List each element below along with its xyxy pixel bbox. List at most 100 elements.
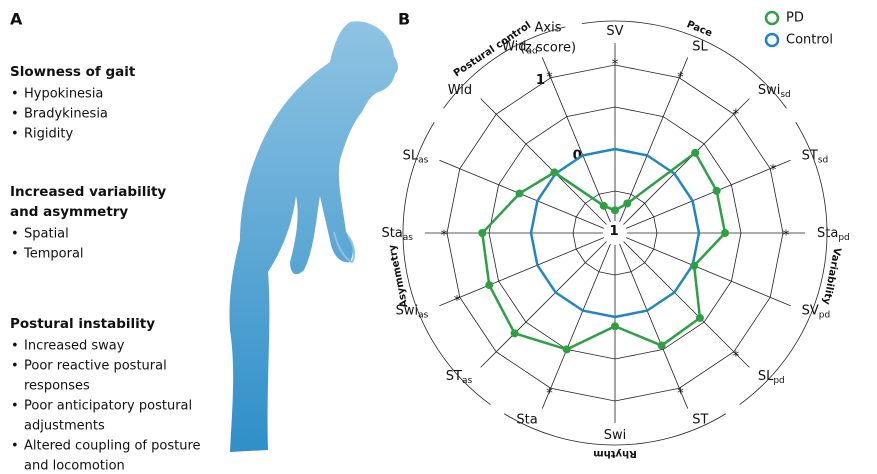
data-point	[712, 186, 721, 195]
data-point	[623, 199, 632, 208]
axis-name: ST	[446, 368, 462, 383]
legend-swatch	[764, 10, 780, 26]
axis-name: ST	[802, 148, 818, 163]
axis-sub: pd	[838, 233, 849, 243]
axis-line	[439, 237, 605, 307]
bullet-text: Poor anticipatory postural	[24, 399, 192, 414]
bullet-text: adjustments	[24, 419, 105, 434]
bullet: •	[11, 107, 19, 122]
axis-name: ST	[692, 412, 708, 427]
axis-label: SLpd	[758, 368, 785, 385]
data-point	[691, 148, 700, 157]
data-point	[478, 229, 487, 237]
bullet-text: and locomotion	[24, 459, 125, 474]
r-tick-label: 1	[609, 223, 618, 239]
axis-line	[480, 98, 607, 225]
axis-label: Swias	[396, 303, 429, 320]
bullet: •	[11, 359, 19, 374]
axis-label: SVpd	[802, 303, 831, 320]
data-point	[510, 329, 519, 338]
data-point	[611, 322, 619, 331]
bullet-text: Temporal	[23, 247, 84, 262]
bullet: •	[11, 87, 19, 102]
significance-marker: *	[770, 163, 777, 178]
axis-sub: sd	[818, 155, 828, 165]
bullet: •	[11, 399, 19, 414]
bullet-text: Poor reactive postural	[24, 359, 167, 374]
data-point	[485, 281, 494, 290]
axis-name: Swi	[758, 83, 781, 98]
group-label: Asymmetry	[387, 243, 410, 308]
bullet: •	[11, 127, 19, 142]
bullet: •	[11, 339, 19, 354]
section-heading: Increased variability	[10, 184, 166, 200]
axis-name: Sta	[381, 226, 402, 241]
axis-name: SL	[692, 39, 708, 54]
group-label: Pace	[685, 19, 714, 39]
bullet-text: Bradykinesia	[24, 107, 108, 122]
group-arc	[402, 122, 491, 405]
data-point	[562, 345, 571, 354]
axis-sub: sd	[780, 90, 790, 100]
axis-sub: pd	[773, 375, 784, 385]
axis-label: Wid	[448, 83, 472, 98]
axis-label: Staas	[381, 226, 413, 243]
bullet-text: Rigidity	[24, 127, 73, 142]
significance-marker: *	[733, 349, 740, 364]
hand-outline	[333, 231, 356, 264]
data-point	[690, 261, 699, 270]
axis-line	[619, 57, 689, 223]
axis-label: Sta	[516, 412, 537, 427]
group-arc	[739, 122, 828, 405]
panel-letter: B	[398, 10, 410, 29]
axis-label: SL	[692, 39, 708, 54]
axis-line	[623, 241, 750, 368]
data-point	[611, 206, 619, 215]
group-arc	[443, 26, 566, 109]
bullet: •	[11, 439, 19, 454]
axis-sub: as	[418, 155, 429, 165]
axis-name: SL	[758, 368, 774, 383]
axis-sub: as	[403, 233, 414, 243]
axis-sub: as	[462, 375, 473, 385]
significance-marker: *	[441, 229, 448, 244]
bullet-text: responses	[24, 379, 90, 394]
axis-name: Sta	[516, 412, 537, 427]
significance-marker: *	[612, 58, 619, 73]
axis-label: SLas	[403, 148, 429, 165]
axis-line	[625, 237, 791, 307]
legend-label: PD	[786, 11, 804, 26]
section-heading: Slowness of gait	[10, 64, 136, 80]
bullet-text: Altered coupling of posture	[24, 439, 201, 454]
axis-name: SV	[606, 24, 623, 39]
significance-marker: *	[677, 386, 684, 401]
axis-label: Swi	[604, 428, 627, 443]
r-tick-label: 1	[536, 72, 545, 88]
axis-name: SL	[403, 148, 419, 163]
axis-line	[619, 243, 689, 409]
group-label: Variability	[820, 247, 842, 306]
axis-label: SV	[606, 24, 623, 39]
section-heading: Postural instability	[10, 316, 155, 332]
significance-marker: *	[733, 108, 740, 123]
legend-label: Control	[786, 33, 833, 48]
axis-line	[541, 57, 611, 223]
axis-name: Swi	[396, 303, 419, 318]
r-tick-label: 0	[573, 148, 582, 164]
data-point	[515, 189, 524, 198]
data-point	[599, 201, 608, 210]
axis-name: SV	[802, 303, 819, 318]
series-polygon	[529, 147, 701, 319]
series-polygon	[480, 150, 727, 351]
axis-line	[623, 98, 750, 225]
significance-marker: *	[546, 71, 553, 86]
data-point	[721, 229, 730, 237]
data-point	[550, 168, 559, 177]
group-label: Rhythm	[593, 448, 637, 459]
axis-label: STas	[446, 368, 473, 385]
significance-marker: *	[783, 229, 790, 244]
significance-marker: *	[677, 71, 684, 86]
silhouette	[229, 21, 398, 453]
significance-marker: *	[546, 386, 553, 401]
